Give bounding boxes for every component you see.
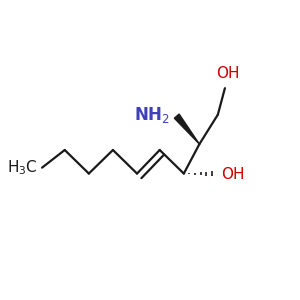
Text: $\mathregular{H_3C}$: $\mathregular{H_3C}$ xyxy=(7,158,38,177)
Text: NH$_2$: NH$_2$ xyxy=(134,105,170,125)
Text: OH: OH xyxy=(221,167,244,182)
Polygon shape xyxy=(174,114,200,144)
Text: OH: OH xyxy=(216,66,239,81)
